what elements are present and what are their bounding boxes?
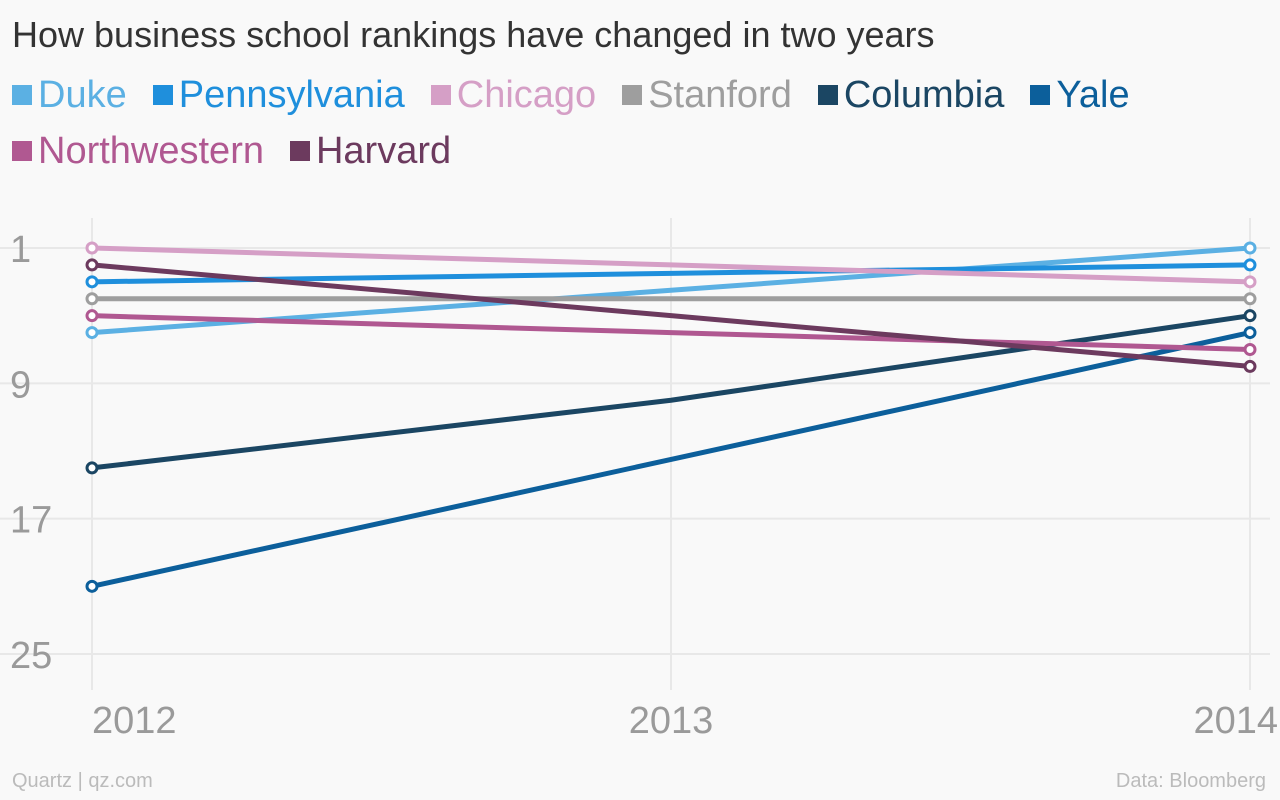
legend-swatch [1030,85,1051,105]
legend-label: Pennsylvania [178,74,405,116]
y-tick-label: 25 [10,635,52,677]
point-marker [1243,343,1257,356]
y-tick-label: 9 [10,364,31,406]
x-tick-label: 2014 [1193,700,1278,742]
legend-swatch [12,85,32,105]
x-tick-label: 2012 [92,700,177,742]
legend-item-chicago: Chicago [430,74,597,116]
series-northwestern [91,313,1251,352]
series-line [91,245,1251,285]
y-tick-label: 1 [10,229,31,271]
legend-item-pennsylvania: Pennsylvania [152,74,405,116]
legend-item-northwestern: Northwestern [12,130,264,172]
point-marker [1243,326,1257,340]
point-marker [85,292,99,306]
point-marker [1243,241,1257,255]
series-yale [91,330,1251,589]
legend-swatch [430,85,451,105]
series-line [91,262,1251,285]
legend-item-harvard: Harvard [289,130,452,172]
chart-title: How business school rankings have change… [12,14,935,55]
legend-swatch [12,141,32,161]
point-marker [1243,359,1257,373]
legend-label: Northwestern [38,130,264,172]
series-line [91,330,1251,589]
series-chicago [91,245,1251,285]
legend-item-yale: Yale [1030,74,1130,116]
series-harvard [91,262,1251,369]
y-tick-label: 17 [10,500,52,542]
legend-label: Chicago [456,74,597,116]
legend-swatch [817,85,838,105]
point-marker [1243,292,1257,306]
series-line [91,245,1251,336]
legend-label: Yale [1056,74,1130,116]
series-line [91,262,1251,369]
series-duke [91,245,1251,336]
data-source: Data: Bloomberg [1115,770,1266,792]
point-marker [85,309,99,323]
legend-label: Columbia [843,74,1005,116]
source-credit: Quartz | qz.com [12,770,153,792]
series-pennsylvania [91,262,1251,285]
series-line [91,313,1251,352]
legend-item-stanford: Stanford [622,74,792,116]
legend-item-duke: Duke [12,74,127,116]
legend-swatch [152,85,173,105]
x-tick-label: 2013 [629,700,714,742]
legend-swatch [622,85,643,105]
legend-swatch [289,141,310,161]
legend-item-columbia: Columbia [817,74,1005,116]
point-marker [85,241,99,255]
legend: Duke Pennsylvania Chicago Stanford Columbia Y… [12,74,1262,172]
point-marker [1243,309,1257,323]
point-marker [1243,258,1257,272]
point-marker [85,275,99,289]
point-marker [1243,275,1257,289]
legend-label: Duke [38,74,127,116]
point-marker [85,326,99,340]
point-marker [85,579,99,593]
point-marker [85,258,99,272]
legend-label: Harvard [315,130,452,172]
point-marker [85,461,99,475]
legend-label: Stanford [648,74,792,116]
